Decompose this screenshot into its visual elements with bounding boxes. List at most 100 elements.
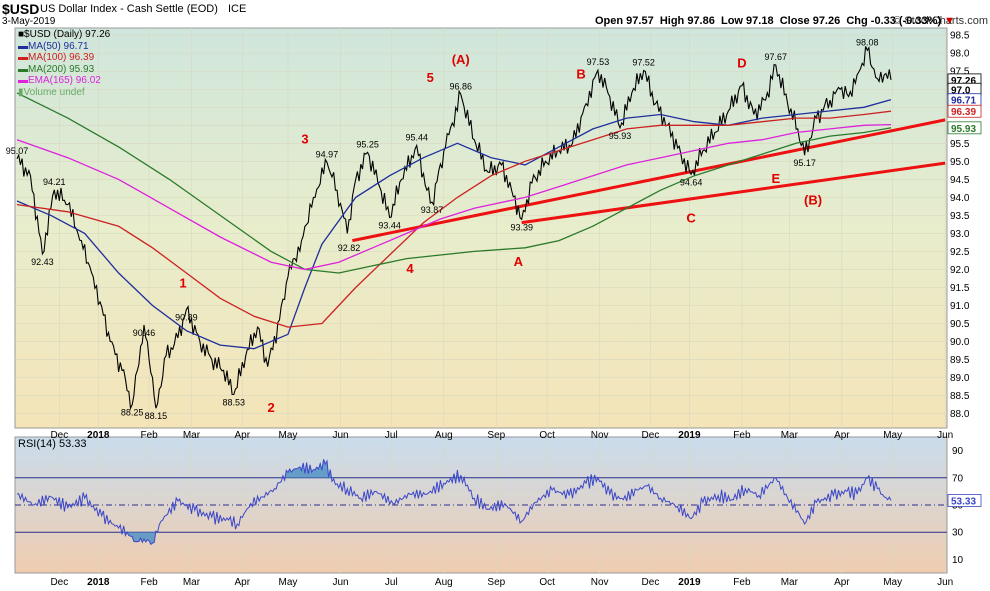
rsi-line	[16, 459, 892, 546]
x-tick-label: Aug	[435, 577, 453, 588]
rsi-last-badge	[947, 494, 982, 507]
x-tick-label: May	[279, 577, 298, 588]
legend-marker-icon: ▮	[18, 86, 24, 98]
x-tick-label: Mar	[183, 577, 201, 588]
legend-item: ▬MA(100) 96.39	[18, 52, 110, 64]
price-label: 95.25	[356, 139, 379, 149]
y-tick-label: 90.5	[950, 319, 970, 330]
price-label: 97.52	[632, 58, 655, 68]
price-label: 88.53	[223, 397, 246, 407]
legend-marker-icon: ▬	[18, 52, 28, 63]
legend: ■$USD (Daily) 97.26 ▬MA(50) 96.71 ▬MA(10…	[18, 29, 110, 98]
y-tick-label: 90.0	[950, 337, 970, 348]
moving-average-line	[16, 99, 892, 350]
close-value: Close 97.26	[779, 15, 841, 27]
x-tick-label: Apr	[234, 430, 250, 441]
y-tick-label: 88.0	[950, 409, 970, 420]
x-tick-label: Mar	[781, 577, 799, 588]
wave-label: E	[771, 171, 780, 186]
price-label: 95.93	[609, 131, 632, 141]
y-tick-label: 91.5	[950, 283, 970, 294]
x-tick-label: Feb	[140, 430, 158, 441]
legend-label: EMA(165) 96.02	[28, 75, 101, 86]
wave-label: 1	[179, 275, 186, 290]
x-tick-label: Sep	[487, 430, 505, 441]
y-tick-label: 89.5	[950, 355, 970, 366]
x-tick-label: Apr	[834, 430, 850, 441]
price-label: 90.89	[175, 312, 198, 322]
open-value: Open 97.57	[595, 15, 654, 27]
wave-label: 5	[427, 70, 434, 85]
legend-item: ▬EMA(165) 96.02	[18, 75, 110, 87]
price-label: 97.67	[765, 52, 788, 62]
change-value: Chg -0.33 (-0.33%)	[846, 15, 942, 27]
rsi-tick-label: 90	[952, 446, 964, 457]
axis-value-badge-text: 97.26	[951, 76, 976, 87]
legend-marker-icon: ▬	[18, 40, 28, 52]
price-label: 93.87	[421, 205, 444, 215]
axis-value-badge	[947, 104, 982, 118]
price-label: 93.44	[378, 221, 401, 231]
x-tick-label: Nov	[591, 577, 609, 588]
instrument-name: US Dollar Index - Cash Settle (EOD)	[40, 3, 218, 15]
legend-label: MA(200) 95.93	[28, 63, 95, 75]
wave-label: B	[576, 66, 585, 81]
price-label: 95.17	[793, 158, 816, 168]
price-label: 92.82	[338, 243, 361, 253]
wave-label: C	[686, 211, 696, 226]
y-tick-label: 98.5	[950, 31, 970, 42]
y-tick-label: 93.0	[950, 229, 970, 240]
rsi-last-badge-text: 53.33	[951, 496, 976, 507]
rsi-tick-label: 70	[952, 473, 964, 484]
axis-value-badge	[947, 121, 982, 135]
axis-value-badge-text: 97.0	[951, 85, 971, 96]
wave-label: 3	[301, 131, 308, 146]
rsi-tick-label: 10	[952, 555, 964, 566]
x-tick-label: Sep	[487, 577, 505, 588]
y-tick-label: 98.0	[950, 49, 970, 60]
x-tick-label: Mar	[781, 430, 799, 441]
moving-average-line	[16, 92, 892, 274]
x-tick-label: May	[279, 430, 298, 441]
price-label: 92.43	[31, 257, 54, 267]
x-tick-label: Feb	[733, 577, 751, 588]
x-tick-label: Mar	[183, 430, 201, 441]
x-tick-label: Dec	[50, 577, 68, 588]
price-label: 95.44	[405, 132, 428, 142]
legend-marker-icon: ▬	[18, 75, 28, 86]
legend-label: MA(50) 96.71	[28, 40, 89, 52]
price-label: 95.07	[6, 146, 29, 156]
y-tick-label: 91.0	[950, 301, 970, 312]
moving-average-line	[16, 123, 892, 271]
x-tick-label: Oct	[539, 430, 555, 441]
legend-marker-icon: ▬	[18, 63, 28, 75]
y-tick-label: 93.5	[950, 211, 970, 222]
legend-label: MA(100) 96.39	[28, 52, 95, 63]
y-tick-label: 89.0	[950, 373, 970, 384]
price-label: 98.08	[856, 37, 879, 47]
legend-item: ▬MA(200) 95.93	[18, 64, 110, 76]
price-label: 90.46	[133, 328, 156, 338]
rsi-label: RSI(14) 53.33	[18, 438, 87, 450]
x-tick-label: Jun	[332, 430, 348, 441]
price-label: 97.53	[587, 57, 610, 67]
y-tick-label: 92.5	[950, 247, 970, 258]
y-tick-label: 97.5	[950, 67, 970, 78]
chart-date: 3-May-2019	[2, 16, 56, 27]
x-tick-label: Apr	[234, 577, 250, 588]
x-tick-label: Jun	[332, 577, 348, 588]
x-tick-label: Feb	[733, 430, 751, 441]
x-tick-label: Jun	[937, 577, 953, 588]
y-tick-label: 95.5	[950, 139, 970, 150]
legend-label: $USD (Daily) 97.26	[24, 29, 111, 40]
x-tick-label: Dec	[50, 430, 68, 441]
x-tick-label: May	[883, 430, 902, 441]
exchange: ICE	[228, 3, 247, 15]
legend-item: ▮Volume undef	[18, 87, 110, 99]
axis-value-badge-text: 96.71	[951, 96, 976, 107]
x-tick-label: Dec	[642, 577, 660, 588]
wave-label: (B)	[804, 193, 822, 208]
y-tick-label: 94.5	[950, 175, 970, 186]
symbol: $USD	[2, 1, 40, 17]
